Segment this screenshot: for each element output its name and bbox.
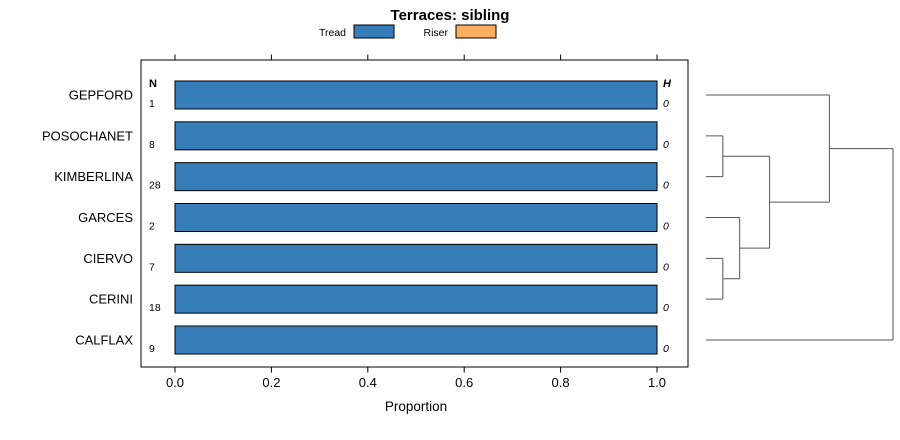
category-label-posochanet: POSOCHANET	[42, 128, 133, 143]
chart-title: Terraces: sibling	[391, 7, 510, 24]
legend-label-riser: Riser	[423, 27, 448, 39]
n-value: 9	[149, 343, 155, 355]
x-tick-label: 0.4	[359, 375, 377, 390]
dendrogram-group	[706, 94, 894, 341]
n-value: 8	[149, 139, 155, 151]
x-axis-group: 0.0 0.2 0.4 0.6 0.8 1.0	[166, 54, 666, 390]
category-label-kimberlina: KIMBERLINA	[54, 169, 133, 184]
h-value: 0	[663, 180, 669, 192]
category-labels-group: GEPFORD POSOCHANET KIMBERLINA GARCES CIERVO C…	[42, 88, 133, 348]
n-column-header: N	[149, 78, 157, 90]
legend-label-tread: Tread	[319, 27, 346, 39]
bar-segment-tread-ciervo	[174, 243, 658, 273]
n-value: 28	[149, 180, 161, 192]
category-label-garces: GARCES	[78, 210, 133, 225]
bar-segment-tread-cerini	[174, 284, 658, 314]
x-tick-label: 0.8	[552, 375, 570, 390]
h-value: 0	[663, 302, 669, 314]
legend-swatch-riser	[455, 24, 497, 39]
category-label-ciervo: CIERVO	[83, 251, 133, 266]
category-label-gepford: GEPFORD	[69, 88, 133, 103]
h-value: 0	[663, 98, 669, 110]
h-value: 0	[663, 343, 669, 355]
n-value: 18	[149, 302, 161, 314]
n-value: 7	[149, 261, 155, 273]
bar-segment-tread-kimberlina	[174, 162, 658, 192]
x-tick-label: 0.0	[166, 375, 184, 390]
legend-swatch-tread	[353, 24, 395, 39]
x-tick-label: 0.6	[455, 375, 473, 390]
h-value: 0	[663, 139, 669, 151]
n-value: 2	[149, 220, 155, 232]
n-value: 1	[149, 98, 155, 110]
bar-segment-tread-garces	[174, 202, 658, 232]
x-axis-title: Proportion	[385, 399, 447, 414]
bar-segment-tread-posochanet	[174, 121, 658, 151]
category-label-calflax: CALFLAX	[75, 332, 133, 347]
x-tick-label: 1.0	[648, 375, 666, 390]
category-label-cerini: CERINI	[89, 292, 133, 307]
h-value: 0	[663, 220, 669, 232]
n-h-values-group: 1 0 8 0 28 0 2 0 7 0 18 0 9 0	[149, 98, 669, 355]
bars-group	[174, 80, 658, 355]
h-value: 0	[663, 261, 669, 273]
plot-area-border	[140, 59, 689, 368]
x-tick-label: 0.2	[262, 375, 280, 390]
h-column-header: H	[663, 78, 672, 90]
bar-segment-tread-calflax	[174, 325, 658, 355]
legend: Tread Riser	[319, 24, 497, 39]
bar-segment-tread-gepford	[174, 80, 658, 110]
